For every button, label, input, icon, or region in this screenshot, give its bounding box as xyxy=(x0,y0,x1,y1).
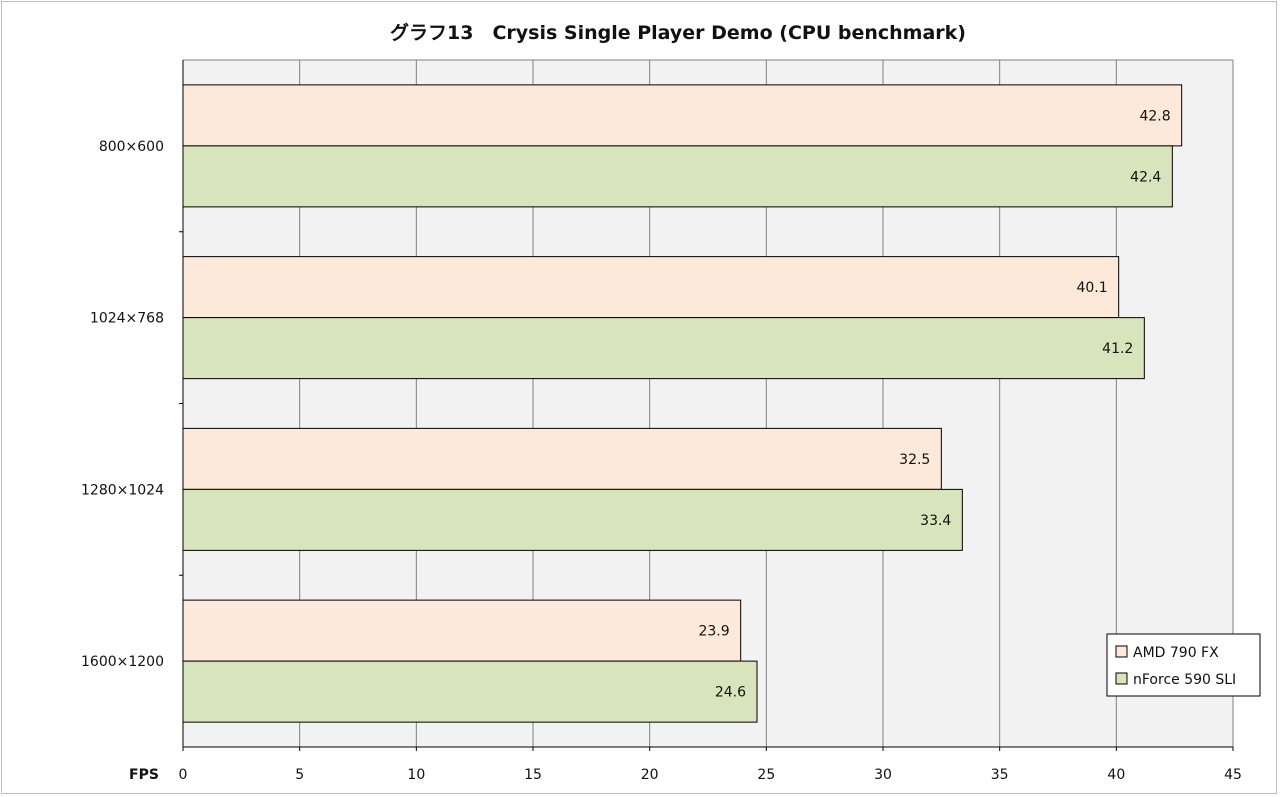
data-label: 23.9 xyxy=(698,624,729,640)
tick-label: 35 xyxy=(991,767,1009,783)
bar xyxy=(182,599,742,662)
tick-label: 25 xyxy=(757,767,775,783)
category-axis: 800×600 1024×768 1280×1024 1600×1200 xyxy=(81,60,184,747)
tick-label: 0 xyxy=(179,767,188,783)
legend-label: nForce 590 SLI xyxy=(1133,672,1236,688)
tick-label: 45 xyxy=(1224,767,1242,783)
data-label: 32.5 xyxy=(899,452,930,468)
data-label: 42.4 xyxy=(1130,169,1161,185)
tick-label: 20 xyxy=(641,767,659,783)
legend-swatch xyxy=(1115,672,1128,685)
category-label: 800×600 xyxy=(99,139,164,155)
data-label: 41.2 xyxy=(1102,341,1133,357)
bar xyxy=(182,145,1173,208)
legend-box xyxy=(1106,633,1261,697)
bars: 42.8 42.4 40.1 41.2 32.5 33.4 23.9 24.6 xyxy=(182,84,1183,723)
bar xyxy=(182,317,1145,380)
tick-label: 40 xyxy=(1107,767,1125,783)
bar xyxy=(182,427,942,490)
tick-label: 30 xyxy=(874,767,892,783)
category-label: 1600×1200 xyxy=(81,654,164,670)
tick-label: 5 xyxy=(295,767,304,783)
tick-label: 10 xyxy=(407,767,425,783)
category-label: 1280×1024 xyxy=(81,482,164,498)
data-label: 24.6 xyxy=(715,685,746,701)
legend-label: AMD 790 FX xyxy=(1133,645,1219,661)
data-label: 33.4 xyxy=(920,513,951,529)
bar xyxy=(182,488,963,551)
data-label: 42.8 xyxy=(1139,108,1170,124)
legend: AMD 790 FX nForce 590 SLI xyxy=(1106,633,1261,697)
category-label: 1024×768 xyxy=(90,311,164,327)
data-label: 40.1 xyxy=(1076,280,1107,296)
tick-label: 15 xyxy=(524,767,542,783)
bar xyxy=(182,660,758,723)
value-axis: 0 5 10 15 20 25 30 35 40 45 xyxy=(179,746,1242,783)
bar xyxy=(182,256,1120,319)
x-axis-title: FPS xyxy=(129,767,159,783)
bar xyxy=(182,84,1183,147)
legend-swatch xyxy=(1115,645,1128,658)
chart-title: グラフ13 Crysis Single Player Demo (CPU ben… xyxy=(390,21,966,44)
